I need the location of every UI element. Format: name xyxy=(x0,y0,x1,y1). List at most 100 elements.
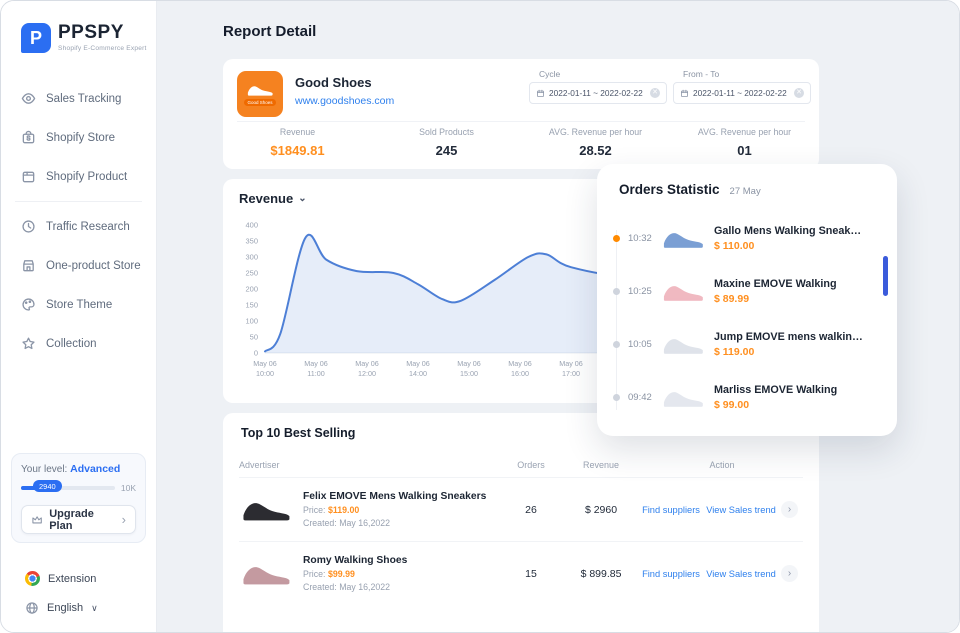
store-url-link[interactable]: www.goodshoes.com xyxy=(295,95,395,107)
product-image xyxy=(660,382,706,414)
store-summary-card: Good Shoes Good Shoes www.goodshoes.com … xyxy=(223,59,819,169)
order-item[interactable]: 10:05 Jump EMOVE mens walking s... $ 119… xyxy=(597,318,897,371)
sidebar-item-one-product-store[interactable]: One-product Store xyxy=(1,246,156,285)
brand-logo-icon: P xyxy=(21,23,51,53)
best-selling-title: Top 10 Best Selling xyxy=(241,426,356,440)
find-suppliers-link[interactable]: Find suppliers xyxy=(642,504,700,515)
order-info: Maxine EMOVE Walking $ 89.99 xyxy=(714,278,837,305)
sidebar: P PPSPY Shopify E-Commerce Expert Sales … xyxy=(1,1,157,632)
order-item[interactable]: 10:32 Gallo Mens Walking Sneakers... $ 1… xyxy=(597,212,897,265)
svg-text:15:00: 15:00 xyxy=(460,369,478,378)
svg-text:50: 50 xyxy=(250,333,258,342)
created-label: Created: xyxy=(303,582,337,592)
sidebar-item-label: One-product Store xyxy=(46,259,141,272)
sidebar-item-label: Shopify Store xyxy=(46,131,116,144)
svg-text:16:00: 16:00 xyxy=(511,369,529,378)
revenue-chart-title: Revenue xyxy=(239,191,294,206)
level-progress: 2940 10K xyxy=(21,480,136,493)
globe-icon xyxy=(26,602,38,614)
language-selector[interactable]: English ∨ xyxy=(25,601,98,615)
svg-text:14:00: 14:00 xyxy=(409,369,427,378)
stat-sold-products: Sold Products 245 xyxy=(372,127,521,158)
order-time: 10:25 xyxy=(628,286,652,297)
view-sales-trend-link[interactable]: View Sales trend xyxy=(706,504,776,515)
revenue-amount: $ 899.85 xyxy=(580,567,622,580)
shopify-product-icon xyxy=(22,171,35,183)
product-price-line: Price: $119.00 xyxy=(303,505,486,515)
orders-statistic-title: Orders Statistic xyxy=(619,182,720,197)
svg-text:May 06: May 06 xyxy=(355,359,379,368)
col-orders: Orders xyxy=(517,460,545,470)
sidebar-item-store-theme[interactable]: Store Theme xyxy=(1,285,156,324)
svg-text:12:00: 12:00 xyxy=(358,369,376,378)
store-logo: Good Shoes xyxy=(237,71,283,117)
brand-logo: P PPSPY Shopify E-Commerce Expert xyxy=(1,1,156,53)
sales-tracking-icon xyxy=(21,93,36,104)
order-product-price: $ 110.00 xyxy=(714,240,755,252)
scrollbar[interactable] xyxy=(883,256,888,296)
svg-text:250: 250 xyxy=(245,269,258,278)
fromto-label: From - To xyxy=(683,69,720,79)
order-product-name: Maxine EMOVE Walking xyxy=(714,278,837,290)
col-revenue: Revenue xyxy=(582,460,620,470)
sidebar-item-collection[interactable]: Collection xyxy=(1,324,156,363)
view-sales-trend-link[interactable]: View Sales trend xyxy=(706,568,776,579)
order-info: Marliss EMOVE Walking $ 99.00 xyxy=(714,384,837,411)
find-suppliers-link[interactable]: Find suppliers xyxy=(642,568,700,579)
collection-icon xyxy=(22,337,35,350)
cycle-date-input[interactable]: 2022-01-11 ~ 2022-02-22 ✕ xyxy=(529,82,667,104)
shoe-icon xyxy=(663,338,703,354)
cycle-date-value: 2022-01-11 ~ 2022-02-22 xyxy=(549,88,643,98)
svg-text:11:00: 11:00 xyxy=(307,369,324,378)
orders-statistic-date: 27 May xyxy=(729,186,761,197)
divider xyxy=(237,121,805,122)
sidebar-item-shopify-store[interactable]: Shopify Store xyxy=(1,118,156,157)
upgrade-plan-button[interactable]: Upgrade Plan › xyxy=(21,505,136,534)
order-time: 10:05 xyxy=(628,339,652,350)
svg-text:May 06: May 06 xyxy=(508,359,532,368)
user-level-text: Your level: Advanced xyxy=(21,463,136,475)
stat-avg-revenue-2: AVG. Revenue per hour 01 xyxy=(670,127,819,158)
timeline-dot xyxy=(613,341,620,348)
price-value: $119.00 xyxy=(327,505,360,515)
col-advertiser: Advertiser xyxy=(239,460,280,470)
clear-icon[interactable]: ✕ xyxy=(650,88,660,98)
level-progress-badge: 2940 xyxy=(33,480,62,492)
product-image xyxy=(660,276,706,308)
sidebar-item-shopify-product[interactable]: Shopify Product xyxy=(1,157,156,196)
order-item[interactable]: 10:25 Maxine EMOVE Walking $ 89.99 xyxy=(597,265,897,318)
orders-list: 10:32 Gallo Mens Walking Sneakers... $ 1… xyxy=(597,212,897,428)
clear-icon[interactable]: ✕ xyxy=(794,88,804,98)
shoe-icon xyxy=(243,502,290,520)
upgrade-plan-label: Upgrade Plan xyxy=(49,507,94,532)
stat-revenue: Revenue $1849.81 xyxy=(223,127,372,158)
chevron-down-icon: ∨ xyxy=(91,602,98,613)
order-item[interactable]: 09:42 Marliss EMOVE Walking $ 99.00 xyxy=(597,371,897,424)
user-level-value: Advanced xyxy=(70,463,121,475)
order-info: Jump EMOVE mens walking s... $ 119.00 xyxy=(714,331,864,358)
store-name: Good Shoes xyxy=(295,75,372,90)
stat-label: AVG. Revenue per hour xyxy=(697,127,792,137)
product-name: Felix EMOVE Mens Walking Sneakers xyxy=(303,491,487,502)
order-product-price: $ 119.00 xyxy=(714,346,755,358)
product-image xyxy=(660,223,706,255)
order-time: 10:32 xyxy=(628,233,652,244)
order-time: 09:42 xyxy=(628,392,652,403)
svg-text:300: 300 xyxy=(245,253,258,262)
user-level-label: Your level: xyxy=(21,464,68,475)
product-created-line: Created: May 16,2022 xyxy=(303,582,407,592)
extension-link[interactable]: Extension xyxy=(25,571,96,586)
sidebar-item-label: Store Theme xyxy=(46,298,113,311)
fromto-date-input[interactable]: 2022-01-11 ~ 2022-02-22 ✕ xyxy=(673,82,811,104)
row-chevron-button[interactable]: › xyxy=(781,565,798,582)
row-chevron-button[interactable]: › xyxy=(781,501,798,518)
sidebar-item-label: Sales Tracking xyxy=(46,92,122,105)
svg-text:May 06: May 06 xyxy=(457,359,481,368)
sidebar-item-traffic-research[interactable]: Traffic Research xyxy=(1,207,156,246)
revenue-chart-selector[interactable]: Revenue ⌄ xyxy=(239,191,307,206)
chrome-icon xyxy=(25,571,40,586)
sidebar-item-sales-tracking[interactable]: Sales Tracking xyxy=(1,79,156,118)
user-level-card: Your level: Advanced 2940 10K Upgrade Pl… xyxy=(11,453,146,543)
one-product-store-icon xyxy=(23,260,34,272)
